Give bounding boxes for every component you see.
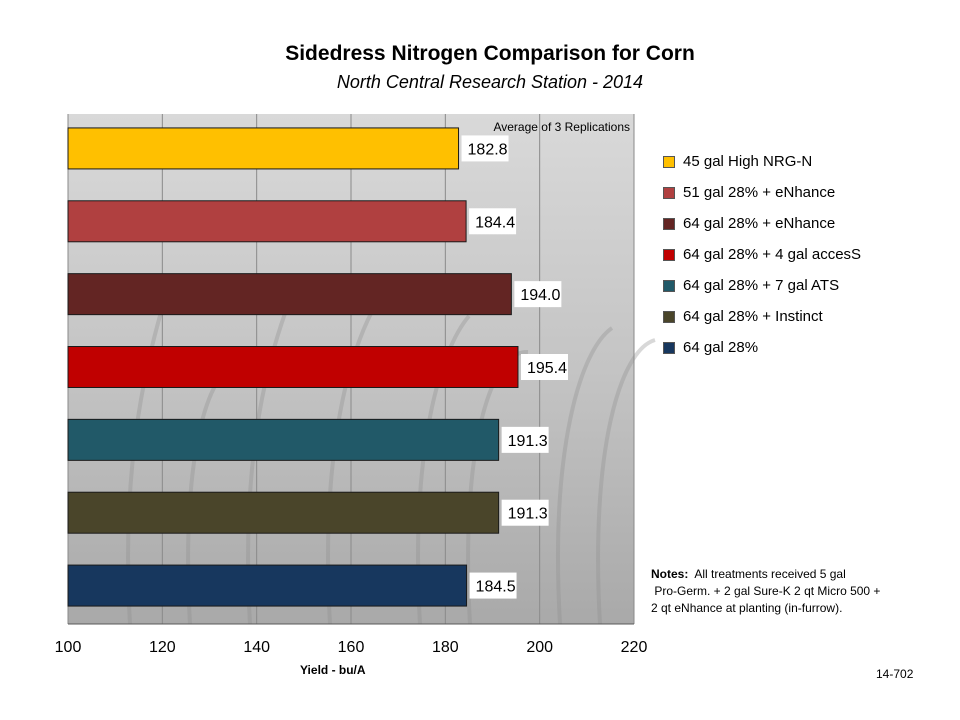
legend-swatch [663, 341, 675, 354]
data-label-box [469, 208, 517, 235]
legend-label: 64 gal 28% + eNhance [683, 215, 836, 232]
notes: Notes: All treatments received 5 gal Pro… [651, 566, 931, 617]
bar [67, 346, 519, 388]
data-label-box [514, 281, 562, 308]
data-label: 191.3 [508, 433, 548, 450]
x-tick-label: 220 [621, 639, 648, 656]
data-label: 184.4 [475, 214, 515, 231]
notes-line-3: 2 qt eNhance at planting (in-furrow). [651, 601, 843, 615]
legend-item: 64 gal 28% + eNhance [663, 208, 861, 239]
replications-annotation: Average of 3 Replications [493, 120, 630, 134]
x-tick-label: 100 [55, 639, 82, 656]
legend-swatch [663, 155, 675, 168]
x-tick-label: 120 [149, 639, 176, 656]
data-label-box [520, 354, 568, 380]
legend-swatch [663, 217, 675, 230]
background-stalk [326, 303, 378, 625]
data-label-box [461, 135, 509, 162]
legend-item: 64 gal 28% + Instinct [663, 301, 861, 332]
legend-label: 64 gal 28% [683, 339, 759, 356]
background-stalk [246, 291, 295, 625]
legend-label: 64 gal 28% + Instinct [683, 308, 823, 325]
bar [67, 491, 500, 534]
legend-item: 64 gal 28% + 4 gal accesS [663, 239, 861, 270]
data-label: 184.5 [476, 579, 516, 596]
notes-line-2: Pro-Germ. + 2 gal Sure-K 2 qt Micro 500 … [654, 584, 881, 598]
data-label: 194.0 [520, 287, 560, 304]
data-label: 195.4 [527, 360, 567, 377]
chart-title: Sidedress Nitrogen Comparison for Corn [285, 42, 695, 65]
legend-item: 51 gal 28% + eNhance [663, 177, 861, 208]
data-label: 182.8 [468, 141, 508, 158]
legend-item: 64 gal 28% [663, 332, 861, 363]
legend-swatch [663, 279, 675, 292]
x-tick-label: 180 [432, 639, 459, 656]
data-label: 191.3 [508, 506, 548, 523]
x-tick-label: 140 [243, 639, 270, 656]
legend-item: 45 gal High NRG-N [663, 146, 861, 177]
bar [67, 418, 500, 461]
background-stalk [416, 314, 471, 625]
data-label-box [501, 426, 549, 453]
chart-subtitle: North Central Research Station - 2014 [336, 72, 644, 92]
legend-swatch [663, 248, 675, 261]
legend-label: 64 gal 28% + 4 gal accesS [683, 246, 862, 263]
legend: 45 gal High NRG-N 51 gal 28% + eNhance 64 … [663, 146, 861, 363]
data-label-box [469, 572, 517, 599]
bar [67, 564, 468, 607]
report-code: 14-702 [876, 667, 914, 681]
data-label-box [501, 499, 549, 526]
legend-swatch [663, 310, 675, 323]
x-tick-label: 160 [338, 639, 365, 656]
x-tick-label: 200 [526, 639, 553, 656]
bar [67, 273, 512, 316]
notes-label: Notes: [651, 567, 689, 581]
bar [67, 200, 467, 243]
notes-line-1: All treatments received 5 gal [694, 567, 846, 581]
legend-label: 45 gal High NRG-N [683, 153, 813, 170]
legend-label: 64 gal 28% + 7 gal ATS [683, 277, 840, 294]
background-stalk [556, 326, 614, 625]
legend-label: 51 gal 28% + eNhance [683, 184, 836, 201]
legend-item: 64 gal 28% + 7 gal ATS [663, 270, 861, 301]
x-axis-label: Yield - bu/A [300, 663, 366, 677]
bar [67, 127, 460, 170]
background-stalk [596, 338, 656, 625]
legend-swatch [663, 186, 675, 199]
